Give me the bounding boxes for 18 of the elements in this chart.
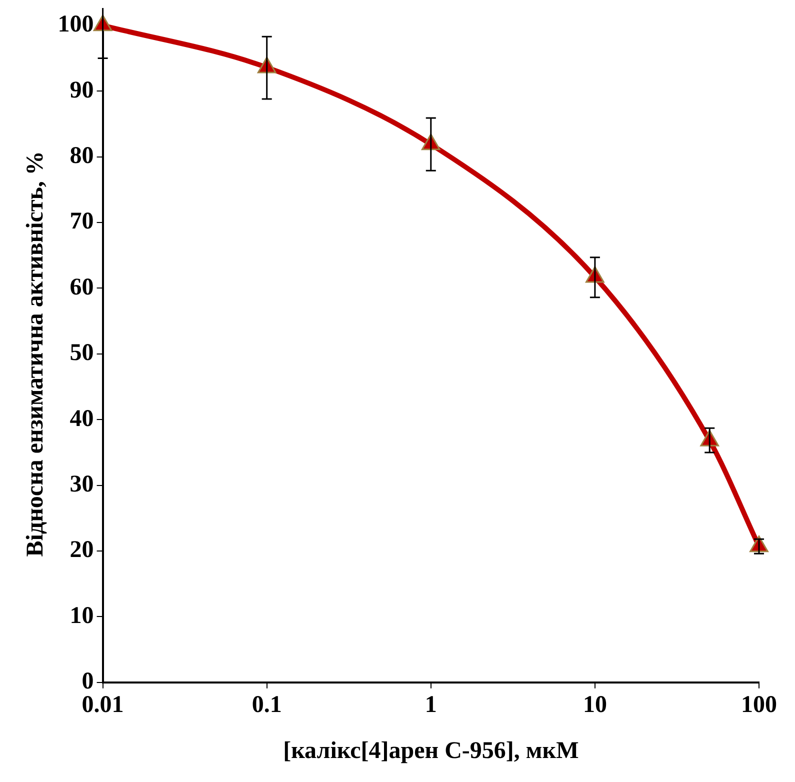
y-tick-label: 60 [70,274,94,300]
y-tick-label: 70 [70,208,94,235]
x-tick-label: 10 [582,692,607,718]
x-axis-title: [калікс[4]арен С-956], мкМ [283,738,579,764]
y-tick-label: 10 [70,602,94,629]
y-tick-label: 80 [70,143,94,170]
y-tick-label: 20 [70,537,94,564]
x-tick-label: 1 [424,692,437,718]
x-tick-label: 0.1 [252,692,282,718]
y-tick-label: 30 [70,472,94,498]
y-tick-label: 100 [58,12,94,38]
y-tick-label: 0 [82,668,94,695]
x-tick-label: 100 [741,692,777,718]
y-axis-title: Відносна ензиматична активність, % [22,151,49,557]
y-tick-label: 40 [70,406,94,432]
x-tick-label: 0.01 [82,692,124,718]
y-tick-label: 50 [70,340,94,366]
y-tick-label: 90 [70,77,94,104]
